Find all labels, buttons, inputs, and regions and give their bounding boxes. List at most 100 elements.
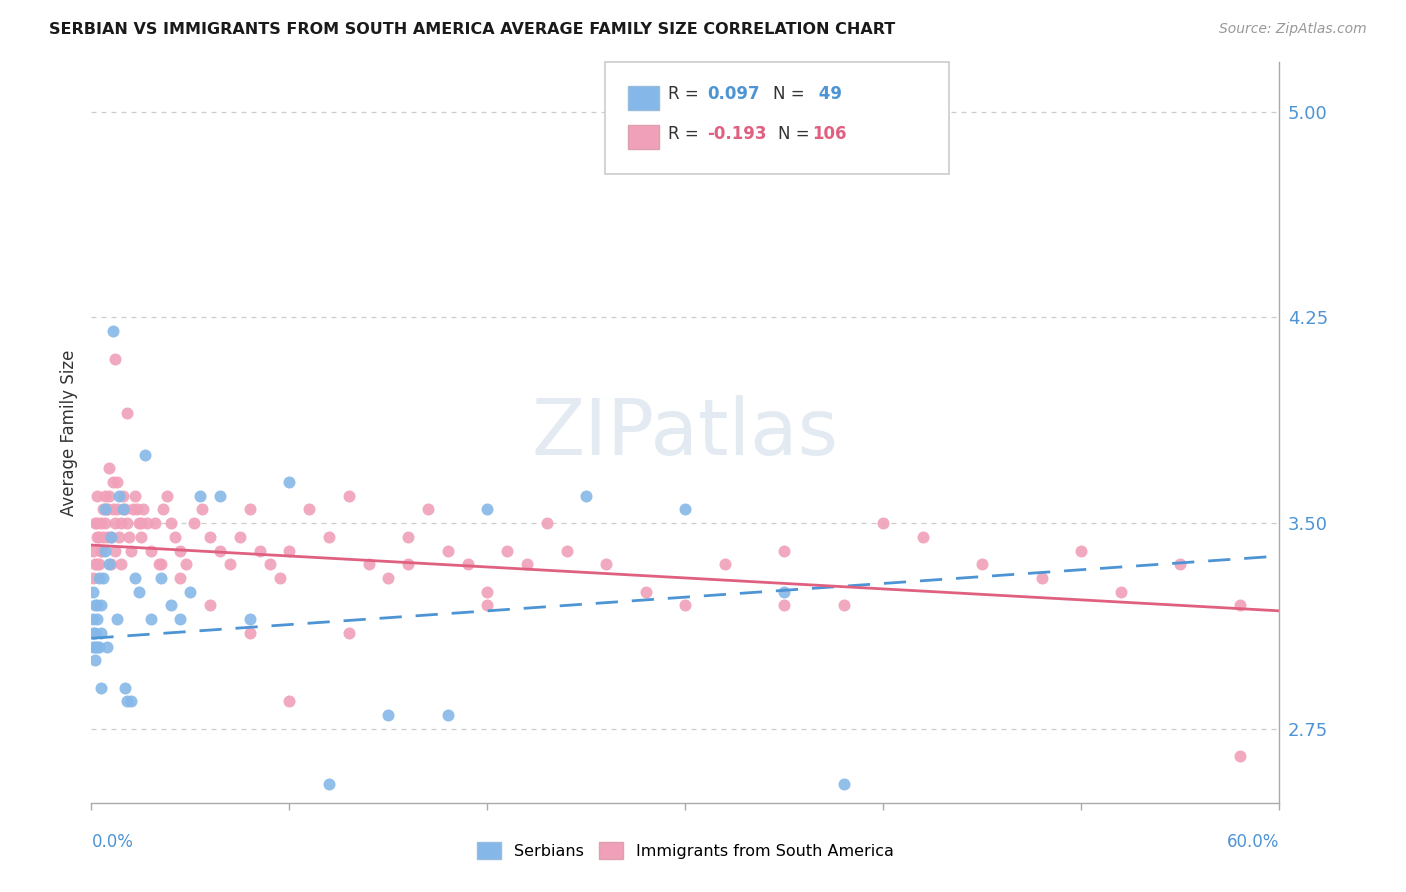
Point <box>377 571 399 585</box>
Point <box>179 584 201 599</box>
Text: SERBIAN VS IMMIGRANTS FROM SOUTH AMERICA AVERAGE FAMILY SIZE CORRELATION CHART: SERBIAN VS IMMIGRANTS FROM SOUTH AMERICA… <box>49 22 896 37</box>
Point <box>96 640 118 654</box>
Point <box>124 571 146 585</box>
Point <box>259 558 281 572</box>
Point <box>122 502 145 516</box>
Point <box>84 558 107 572</box>
Text: R =: R = <box>668 85 704 103</box>
Point <box>200 599 222 613</box>
Point <box>114 681 136 695</box>
Point <box>457 558 479 572</box>
Point <box>832 599 855 613</box>
Point <box>98 489 121 503</box>
Point <box>110 516 132 530</box>
Point <box>156 489 179 503</box>
Point <box>396 558 419 572</box>
Point <box>89 571 111 585</box>
Point <box>110 558 132 572</box>
Point <box>773 543 796 558</box>
Point <box>105 502 128 516</box>
Point <box>96 502 118 516</box>
Point <box>377 708 399 723</box>
Point <box>149 558 172 572</box>
Point <box>278 543 301 558</box>
Point <box>90 543 112 558</box>
Point <box>90 543 112 558</box>
Point <box>337 489 360 503</box>
Point <box>84 640 107 654</box>
Point <box>94 516 117 530</box>
Point <box>496 543 519 558</box>
Point <box>90 516 112 530</box>
Point <box>84 516 107 530</box>
Point <box>134 448 156 462</box>
Point <box>318 530 340 544</box>
Point <box>98 558 121 572</box>
Point <box>82 584 104 599</box>
Point <box>536 516 558 530</box>
Point <box>200 530 222 544</box>
Point <box>125 502 148 516</box>
Point <box>82 625 104 640</box>
Point <box>1109 584 1132 599</box>
Point <box>101 475 124 489</box>
Point <box>269 571 291 585</box>
Point <box>416 502 439 516</box>
Point <box>357 558 380 572</box>
Point <box>139 543 162 558</box>
Point <box>575 489 598 503</box>
Point <box>132 502 155 516</box>
Point <box>94 489 117 503</box>
Point <box>911 530 934 544</box>
Point <box>159 516 181 530</box>
Point <box>239 625 262 640</box>
Point <box>477 599 499 613</box>
Text: Source: ZipAtlas.com: Source: ZipAtlas.com <box>1219 22 1367 37</box>
Point <box>90 625 112 640</box>
Point <box>86 612 108 626</box>
Point <box>82 543 104 558</box>
Point <box>1070 543 1092 558</box>
Point <box>120 694 142 708</box>
Point <box>149 571 172 585</box>
Point <box>229 530 252 544</box>
Point <box>318 776 340 790</box>
Point <box>128 516 150 530</box>
Point <box>86 558 108 572</box>
Point <box>84 653 107 667</box>
Point <box>101 502 124 516</box>
Text: N =: N = <box>778 125 814 143</box>
Point <box>188 489 211 503</box>
Point <box>118 530 141 544</box>
Point <box>86 530 108 544</box>
Point <box>477 584 499 599</box>
Y-axis label: Average Family Size: Average Family Size <box>59 350 77 516</box>
Point <box>773 599 796 613</box>
Point <box>114 502 136 516</box>
Point <box>832 776 855 790</box>
Point <box>169 543 191 558</box>
Point <box>239 612 262 626</box>
Point <box>278 694 301 708</box>
Point <box>94 543 117 558</box>
Text: -0.193: -0.193 <box>707 125 766 143</box>
Point <box>115 694 138 708</box>
Point <box>124 489 146 503</box>
Point <box>90 599 112 613</box>
Point <box>872 516 894 530</box>
Point <box>100 530 122 544</box>
Point <box>436 708 458 723</box>
Point <box>1229 599 1251 613</box>
Point <box>152 502 174 516</box>
Point <box>129 530 152 544</box>
Point <box>673 502 696 516</box>
Point <box>337 625 360 640</box>
Point <box>120 543 142 558</box>
Text: R =: R = <box>668 125 704 143</box>
Point <box>100 558 122 572</box>
Point <box>169 612 191 626</box>
Point <box>396 530 419 544</box>
Point <box>84 625 107 640</box>
Point <box>129 516 152 530</box>
Point <box>163 530 186 544</box>
